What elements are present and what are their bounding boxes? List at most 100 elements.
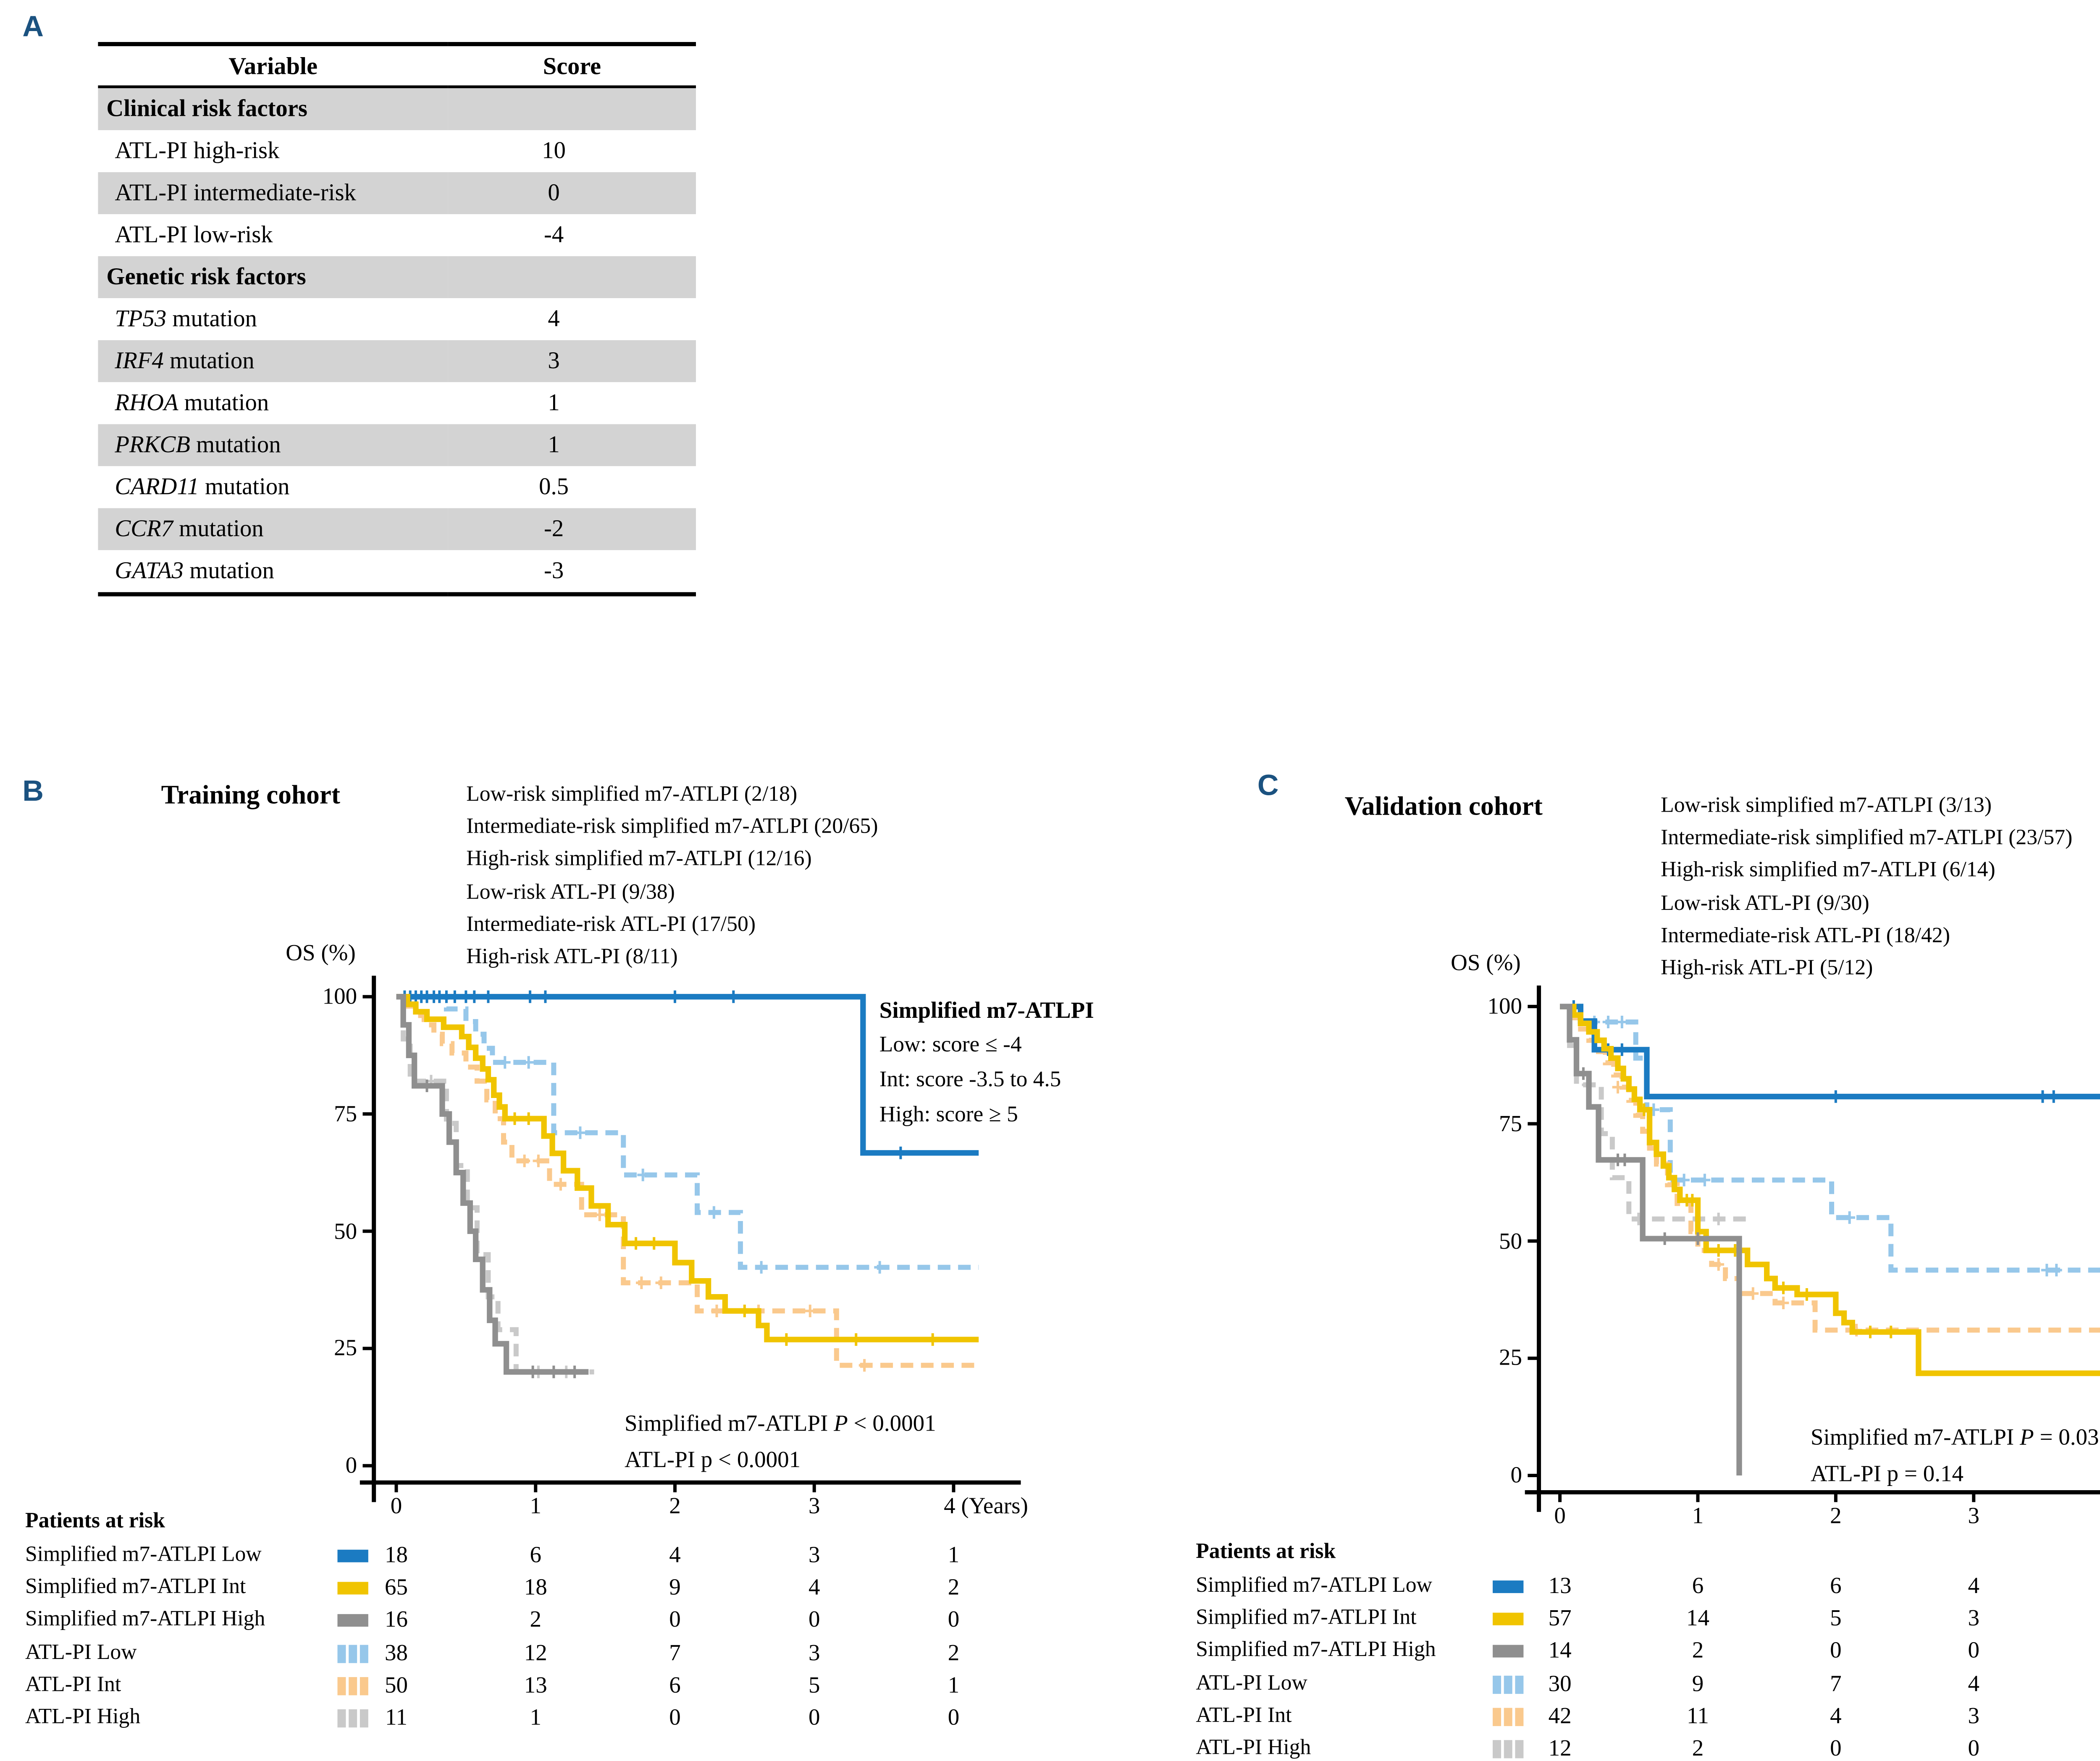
table-row: TP53 mutation 4	[98, 298, 696, 341]
risk-swatch-dashed	[360, 1677, 368, 1695]
col-header-score: Score	[448, 42, 696, 88]
y-tick-label: 0	[345, 1452, 357, 1478]
risk-count: 65	[385, 1574, 408, 1601]
risk-count: 2	[2072, 1671, 2100, 1696]
y-tick-label: 25	[1499, 1344, 1522, 1371]
risk-count: 9	[1692, 1669, 1704, 1696]
table-row: ATL-PI intermediate-risk 0	[98, 172, 696, 215]
x-tick-label: 0	[1554, 1502, 1566, 1529]
score-cell: -3	[448, 550, 696, 597]
y-tick-label: 100	[1487, 992, 1522, 1019]
section-header-cell: Genetic risk factors	[106, 263, 306, 290]
risk-count: 13	[524, 1671, 547, 1698]
variable-cell: ATL-PI low-risk	[115, 221, 273, 248]
risk-count: 18	[385, 1541, 408, 1568]
km-curve-simplified-m7-atlpi-int	[396, 994, 979, 1342]
risk-count: 3	[1968, 1702, 1980, 1729]
panel-c-title: Validation cohort	[1344, 792, 1543, 822]
panel-c-risk-header: Patients at risk	[1196, 1540, 1336, 1564]
y-tick-label: 50	[1499, 1227, 1522, 1254]
risk-count: 12	[524, 1638, 547, 1666]
legend-line: Intermediate-risk simplified m7-ATLPI (2…	[466, 815, 878, 839]
variable-cell: CARD11 mutation	[115, 473, 290, 500]
legend-line: Intermediate-risk simplified m7-ATLPI (2…	[1661, 826, 2073, 850]
risk-row-label: ATL-PI Int	[1196, 1703, 1292, 1727]
risk-count: 30	[1548, 1669, 1572, 1696]
risk-row-label: ATL-PI Int	[25, 1672, 121, 1697]
risk-count: 5	[808, 1671, 820, 1698]
x-tick-label: 0	[390, 1492, 402, 1519]
risk-count: 6	[1692, 1572, 1704, 1599]
risk-count: 11	[1686, 1702, 1709, 1729]
inset-heading: Simplified m7-ATLPI	[879, 996, 1094, 1024]
risk-count: 6	[1830, 1572, 1842, 1599]
panel-c-km-plot	[1525, 985, 2100, 1512]
variable-cell: RHOA mutation	[115, 389, 269, 416]
risk-count: 14	[1548, 1637, 1572, 1664]
table-row: GATA3 mutation -3	[98, 550, 696, 597]
table-row: IRF4 mutation 3	[98, 340, 696, 383]
risk-count: 0	[1830, 1637, 1842, 1664]
risk-count: 11	[385, 1703, 407, 1730]
risk-row-label: ATL-PI Low	[25, 1640, 137, 1664]
risk-count: 0	[808, 1606, 820, 1633]
score-table-header-row: Variable Score	[98, 42, 696, 88]
section-header-cell: Clinical risk factors	[106, 95, 307, 122]
risk-count: 3	[808, 1638, 820, 1666]
risk-count: 5	[1830, 1604, 1842, 1631]
risk-count: 14	[1686, 1604, 1709, 1631]
table-row: CARD11 mutation 0.5	[98, 466, 696, 508]
x-tick-label: 2	[669, 1492, 681, 1519]
variable-cell: IRF4 mutation	[115, 347, 255, 374]
risk-count: 50	[385, 1671, 408, 1698]
risk-count: 38	[385, 1638, 408, 1666]
risk-swatch-dashed	[360, 1644, 368, 1663]
variable-cell: GATA3 mutation	[98, 550, 448, 597]
y-tick-label: 0	[1510, 1461, 1522, 1488]
panel-c-pvalues: Simplified m7-ATLPI P = 0.033 ATL-PI p =…	[1811, 1420, 2100, 1491]
risk-count: 2	[1692, 1637, 1704, 1664]
risk-count: 0	[2072, 1638, 2100, 1664]
risk-swatch-dashed	[1515, 1675, 1523, 1693]
risk-swatch-dashed	[1493, 1707, 1501, 1726]
risk-swatch-dashed	[337, 1709, 345, 1728]
panel-c-label: C	[1257, 770, 1279, 802]
panel-b-km-plot	[360, 975, 1021, 1502]
risk-row-label: ATL-PI Low	[1196, 1671, 1307, 1695]
risk-swatch-solid	[337, 1549, 368, 1562]
score-cell: -4	[543, 221, 564, 248]
risk-count: 18	[524, 1574, 547, 1601]
legend-line: Low-risk simplified m7-ATLPI (2/18)	[466, 782, 798, 807]
risk-count: 0	[808, 1703, 820, 1730]
variable-cell: ATL-PI high-risk	[115, 137, 280, 164]
panel-a-label: A	[22, 11, 44, 44]
score-cell	[448, 256, 696, 298]
x-tick-label: 3	[808, 1492, 820, 1519]
score-cell: 3	[548, 347, 560, 374]
score-table: Variable Score Clinical risk factors ATL-…	[98, 42, 696, 597]
legend-line: Intermediate-risk ATL-PI (17/50)	[466, 912, 756, 936]
risk-count: 2	[948, 1638, 960, 1666]
inset-line: High: score ≥ 5	[879, 1103, 1018, 1127]
legend-line: Low-risk simplified m7-ATLPI (3/13)	[1661, 794, 1992, 818]
risk-row-label: Simplified m7-ATLPI Int	[1196, 1606, 1417, 1630]
panel-b-inset-legend: Simplified m7-ATLPI Low: score ≤ -4 Int:…	[879, 994, 1094, 1132]
table-row: PRKCB mutation 1	[98, 424, 696, 466]
y-tick-label: 50	[334, 1217, 357, 1244]
risk-count: 0	[669, 1703, 681, 1730]
risk-swatch-dashed	[1504, 1707, 1512, 1726]
legend-line: High-risk simplified m7-ATLPI (6/14)	[1661, 859, 1995, 883]
panel-b-title: Training cohort	[161, 781, 341, 811]
risk-swatch-dashed	[337, 1677, 345, 1695]
risk-swatch-solid	[1493, 1580, 1524, 1593]
risk-swatch-solid	[1493, 1613, 1524, 1626]
risk-count: 4	[808, 1574, 820, 1601]
y-tick-label: 75	[1499, 1110, 1522, 1137]
risk-count: 2	[948, 1574, 960, 1601]
score-cell: 0.5	[539, 473, 569, 500]
pvalue-line: ATL-PI p < 0.0001	[624, 1445, 801, 1472]
table-row: Clinical risk factors	[98, 86, 696, 131]
risk-swatch-dashed	[1515, 1707, 1523, 1726]
km-curve-atl-pi-low	[396, 994, 979, 1270]
variable-cell: TP53 mutation	[115, 305, 257, 332]
